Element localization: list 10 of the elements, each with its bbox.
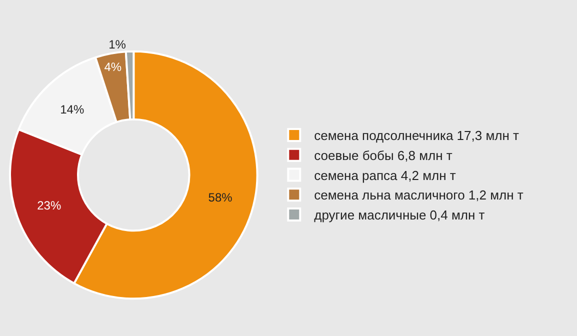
data-label: 1%: [108, 37, 126, 52]
legend-label: семена рапса 4,2 млн т: [314, 168, 456, 183]
data-label: 23%: [37, 198, 62, 212]
legend-label: соевые бобы 6,8 млн т: [314, 148, 452, 163]
legend-label: другие масличные 0,4 млн т: [314, 208, 485, 223]
data-label: 14%: [60, 102, 84, 117]
data-label: 4%: [104, 60, 122, 74]
legend-label: семена льна масличного 1,2 млн т: [314, 188, 524, 203]
legend-label: семена подсолнечника 17,3 млн т: [314, 128, 520, 144]
data-label: 58%: [208, 190, 233, 204]
